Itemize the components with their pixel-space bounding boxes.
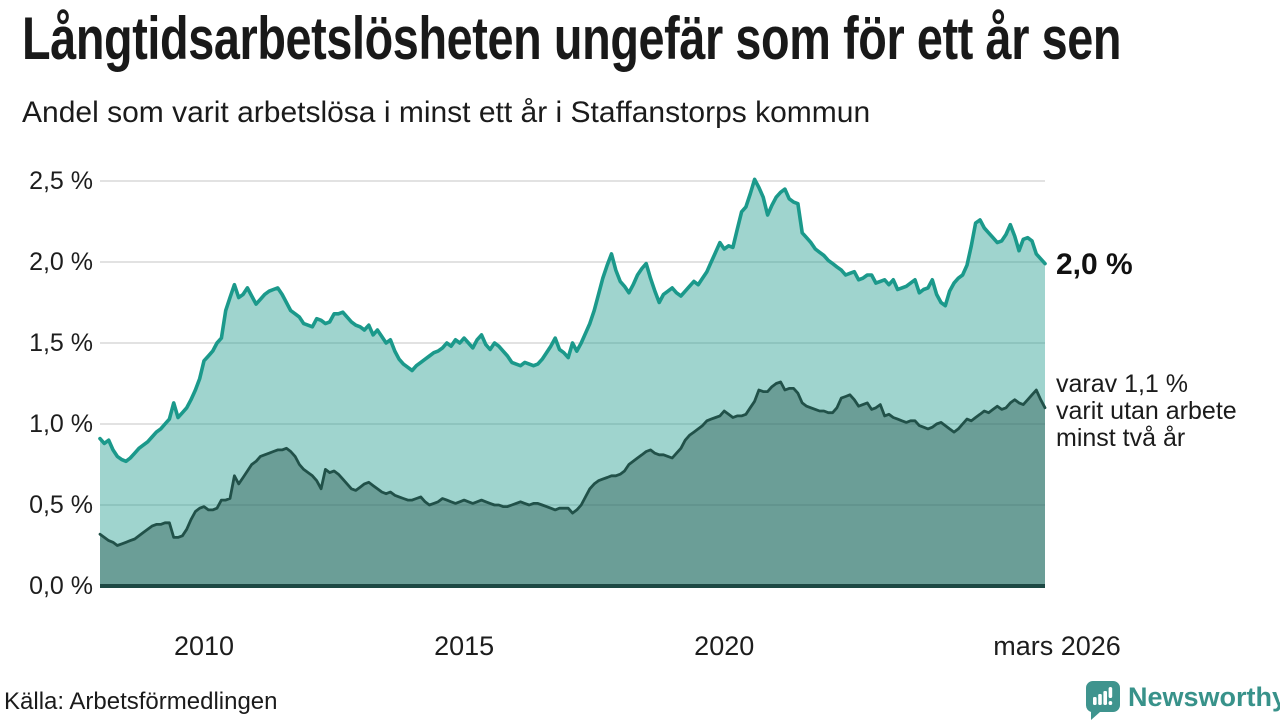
- y-axis-label: 2,5 %: [29, 167, 93, 195]
- x-axis-label: mars 2026: [993, 631, 1121, 661]
- newsworthy-logo[interactable]: Newsworthy: [1086, 681, 1280, 720]
- y-axis-label: 2,0 %: [29, 248, 93, 276]
- y-axis-label: 1,0 %: [29, 410, 93, 438]
- x-axis-label: 2010: [173, 631, 235, 661]
- page-title: Långtidsarbetslösheten ungefär som för e…: [22, 5, 1122, 72]
- secondary-series-note: varav 1,1 % varit utan arbete minst två …: [1056, 371, 1237, 452]
- y-axis-label: 1,5 %: [29, 329, 93, 357]
- x-axis-label: 2020: [694, 631, 755, 661]
- line-series-2: [98, 380, 1047, 547]
- note-line-2: varit utan arbete: [1056, 397, 1237, 425]
- page-subtitle: Andel som varit arbetslösa i minst ett å…: [22, 96, 871, 129]
- newsworthy-bubble-icon: [1086, 681, 1120, 720]
- area-series-2: [100, 381, 1045, 586]
- newsworthy-wordmark: Newsworthy: [1128, 682, 1280, 712]
- line-series-1: [98, 177, 1047, 464]
- area-series-1: [100, 179, 1045, 586]
- y-axis-label: 0,0 %: [29, 572, 93, 600]
- note-line-1: varav 1,1 %: [1056, 370, 1189, 398]
- source-credit: Källa: Arbetsförmedlingen: [4, 688, 278, 715]
- note-line-3: minst två år: [1056, 424, 1186, 452]
- latest-value-label: 2,0 %: [1056, 248, 1133, 281]
- x-axis-label: 2015: [434, 631, 495, 661]
- y-axis-label: 0,5 %: [29, 491, 93, 519]
